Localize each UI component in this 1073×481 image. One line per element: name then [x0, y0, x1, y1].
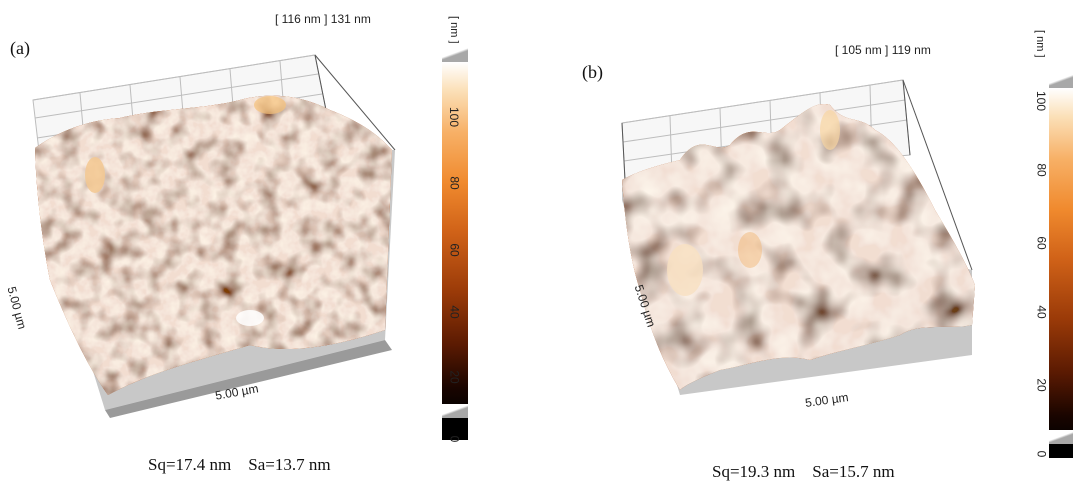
panel-a-colorbar-unit: [ nm ] — [448, 16, 460, 44]
panel-b-tick-40: 40 — [1034, 305, 1049, 319]
panel-b-tick-0: 0 — [1034, 450, 1049, 458]
panel-a-tick-40: 40 — [447, 305, 462, 319]
panel-b-tick-80: 80 — [1034, 163, 1049, 177]
panel-a-tick-80: 80 — [447, 176, 462, 190]
panel-a-z-range: [ 116 nm ] 131 nm — [275, 12, 371, 26]
panel-b-tick-100: 100 — [1034, 90, 1049, 112]
panel-a-tick-100: 100 — [447, 106, 462, 128]
panel-b-stats: Sq=19.3 nm Sa=15.7 nm — [712, 462, 895, 481]
panel-a-surface-plot — [32, 54, 396, 418]
panel-a-tick-60: 60 — [447, 243, 462, 257]
panel-b-colorbar-unit: [ nm ] — [1034, 30, 1046, 58]
panel-b-colorbar — [1049, 88, 1073, 444]
panel-a-label: (a) — [10, 38, 30, 58]
panel-b-tick-20: 20 — [1034, 378, 1049, 392]
panel-b-z-range: [ 105 nm ] 119 nm — [835, 43, 931, 57]
panel-a-stats: Sq=17.4 nm Sa=13.7 nm — [148, 455, 331, 474]
panel-b-label: (b) — [582, 62, 603, 82]
panel-b-surface — [622, 104, 975, 391]
panel-a-surface — [35, 95, 392, 396]
panel-b-tick-60: 60 — [1034, 236, 1049, 250]
panel-b-surface-plot — [621, 79, 975, 395]
panel-a-tick-0: 0 — [447, 435, 462, 443]
panel-a-colorbar — [442, 62, 468, 416]
panel-a-tick-20: 20 — [447, 370, 462, 384]
